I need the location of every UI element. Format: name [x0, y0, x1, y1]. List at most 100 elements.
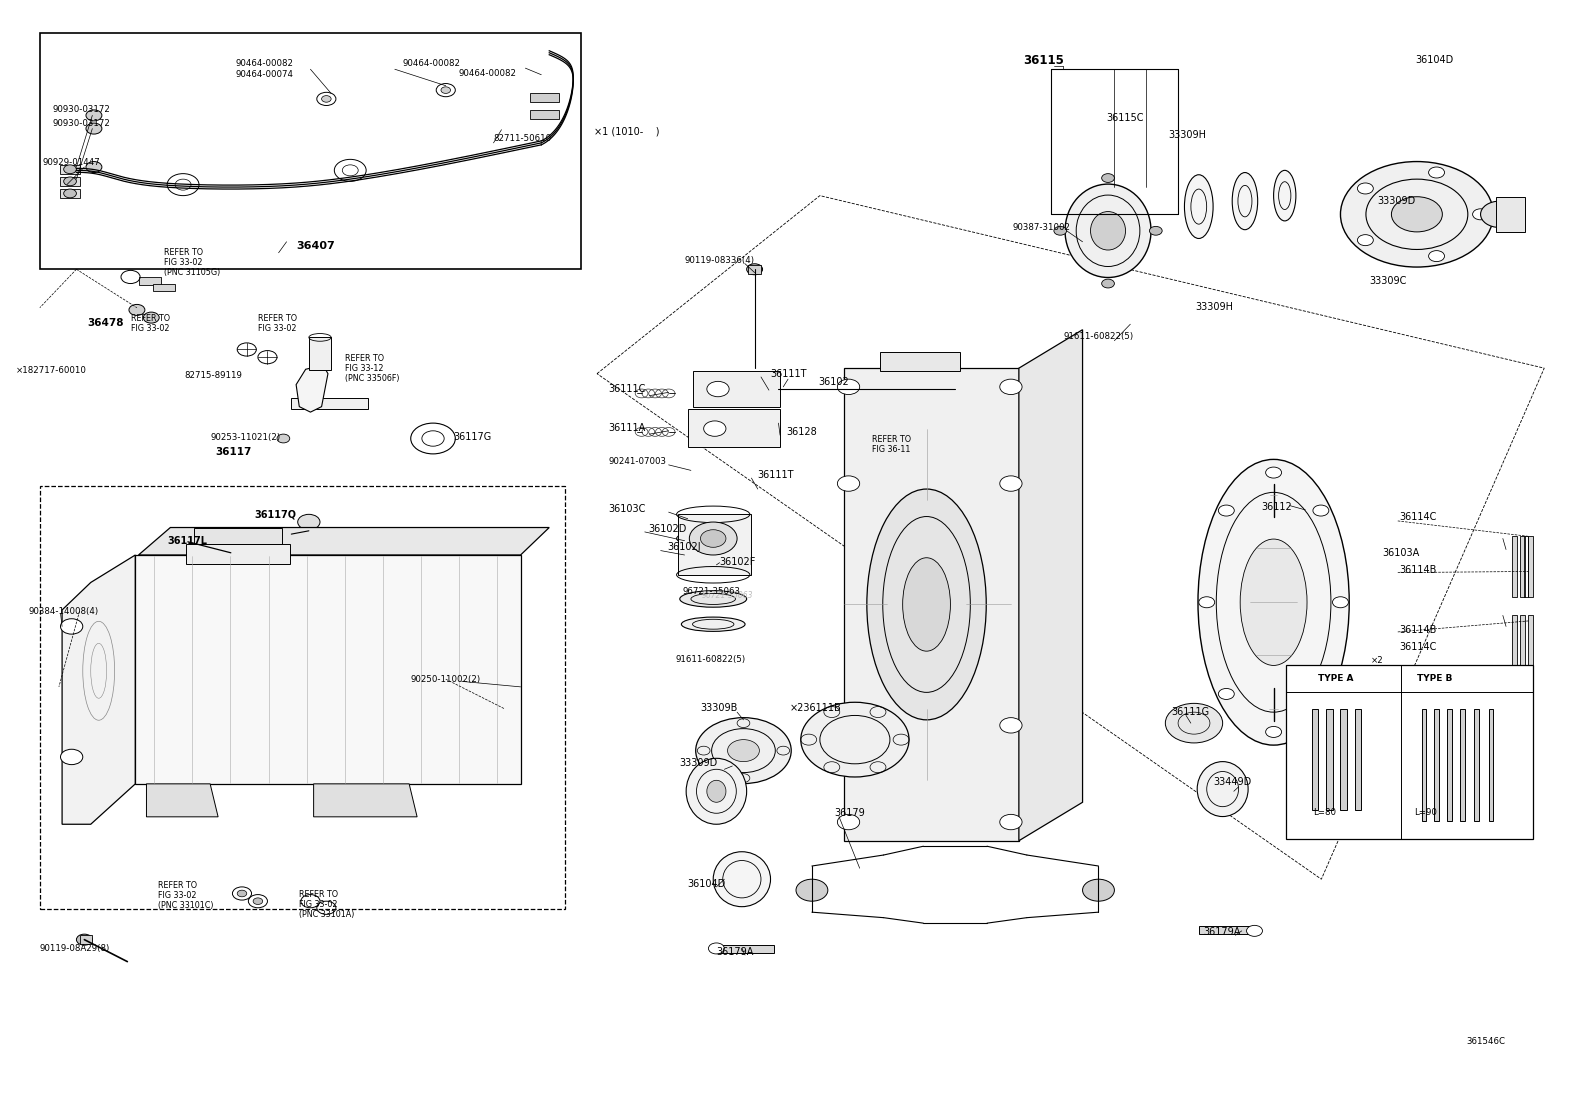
- Text: 36117L: 36117L: [167, 535, 207, 546]
- Circle shape: [1218, 506, 1234, 517]
- Bar: [1520, 536, 1525, 597]
- Circle shape: [707, 381, 729, 397]
- Text: 361546C: 361546C: [1466, 1037, 1504, 1046]
- Text: 36407: 36407: [296, 241, 334, 252]
- Circle shape: [86, 110, 102, 121]
- Text: L=80: L=80: [1313, 808, 1336, 817]
- Bar: [693, 371, 780, 407]
- Ellipse shape: [1197, 762, 1248, 817]
- Text: 36102D: 36102D: [648, 523, 686, 534]
- Text: 36115C: 36115C: [1106, 112, 1145, 123]
- Bar: [678, 514, 751, 575]
- Text: 90119-08A29(8): 90119-08A29(8): [40, 944, 110, 953]
- Text: 90119-08336(4): 90119-08336(4): [685, 256, 755, 265]
- Text: 33449D: 33449D: [1213, 777, 1251, 788]
- Circle shape: [1313, 688, 1329, 699]
- Text: 90241-07003: 90241-07003: [608, 457, 665, 466]
- Text: FIG 33-02: FIG 33-02: [131, 324, 169, 333]
- Circle shape: [1266, 467, 1282, 478]
- Polygon shape: [135, 555, 521, 784]
- Text: 36179A: 36179A: [716, 946, 753, 957]
- Text: ×236111B: ×236111B: [790, 702, 842, 713]
- Bar: [1312, 709, 1318, 810]
- Ellipse shape: [1274, 170, 1296, 221]
- Text: ×182717-60010: ×182717-60010: [16, 366, 88, 375]
- Text: FIG 33-02: FIG 33-02: [258, 324, 296, 333]
- Circle shape: [1149, 226, 1162, 235]
- Bar: [1496, 197, 1525, 232]
- Bar: [1340, 709, 1347, 810]
- Circle shape: [1000, 379, 1022, 395]
- Bar: [1528, 615, 1533, 676]
- Bar: [186, 544, 290, 564]
- Circle shape: [1083, 879, 1114, 901]
- Circle shape: [1247, 925, 1262, 936]
- Circle shape: [1000, 718, 1022, 733]
- Text: 96721-35063: 96721-35063: [702, 591, 753, 600]
- Text: 36111T: 36111T: [771, 368, 807, 379]
- Text: 36117G: 36117G: [454, 432, 492, 443]
- Circle shape: [180, 536, 196, 547]
- Circle shape: [1165, 703, 1223, 743]
- Circle shape: [1340, 162, 1493, 267]
- Polygon shape: [314, 784, 417, 817]
- Text: 33309H: 33309H: [1196, 301, 1234, 312]
- Bar: [60, 177, 80, 186]
- Text: 36114B: 36114B: [1399, 624, 1436, 635]
- Bar: [1286, 665, 1533, 839]
- Ellipse shape: [1240, 540, 1307, 666]
- Text: 36478: 36478: [88, 318, 124, 329]
- Bar: [291, 398, 368, 409]
- Ellipse shape: [866, 489, 987, 720]
- Circle shape: [1391, 197, 1442, 232]
- Text: 36103A: 36103A: [1382, 547, 1418, 558]
- Circle shape: [1358, 182, 1374, 193]
- Bar: [1447, 709, 1452, 821]
- Text: REFER TO: REFER TO: [345, 354, 385, 363]
- Circle shape: [64, 189, 76, 198]
- Polygon shape: [62, 555, 135, 824]
- Text: FIG 33-02: FIG 33-02: [164, 258, 202, 267]
- Polygon shape: [1019, 330, 1083, 841]
- Circle shape: [237, 890, 247, 897]
- Circle shape: [1473, 209, 1489, 220]
- Text: REFER TO: REFER TO: [131, 314, 170, 323]
- Circle shape: [747, 264, 763, 275]
- Text: 33309H: 33309H: [1169, 130, 1207, 141]
- Bar: [1326, 709, 1333, 810]
- Text: 36104D: 36104D: [688, 878, 726, 889]
- Text: 36102F: 36102F: [720, 556, 756, 567]
- Text: FIG 33-02: FIG 33-02: [299, 900, 338, 909]
- Text: 90930-03172: 90930-03172: [53, 119, 110, 127]
- Text: 91611-60822(5): 91611-60822(5): [1063, 332, 1134, 341]
- Bar: [1524, 536, 1528, 597]
- Bar: [1512, 536, 1517, 597]
- Text: 36115: 36115: [1024, 54, 1065, 67]
- Circle shape: [837, 814, 860, 830]
- Circle shape: [1266, 726, 1282, 737]
- Text: REFER TO: REFER TO: [872, 435, 912, 444]
- Text: 36102: 36102: [818, 377, 849, 388]
- Ellipse shape: [1232, 173, 1258, 230]
- Text: (PNC 33506F): (PNC 33506F): [345, 374, 400, 382]
- Circle shape: [298, 514, 320, 530]
- Bar: [688, 409, 780, 447]
- Text: FIG 36-11: FIG 36-11: [872, 445, 911, 454]
- Bar: [1434, 709, 1439, 821]
- Circle shape: [1218, 688, 1234, 699]
- Circle shape: [704, 421, 726, 436]
- Text: 33309B: 33309B: [700, 702, 737, 713]
- Text: 90464-00082: 90464-00082: [403, 59, 460, 68]
- Text: 90250-11002(2): 90250-11002(2): [411, 675, 481, 684]
- Text: (PNC 33101A): (PNC 33101A): [299, 910, 355, 919]
- Text: 36104D: 36104D: [1415, 55, 1453, 66]
- Circle shape: [1481, 201, 1519, 227]
- Text: 90384-14008(4): 90384-14008(4): [29, 607, 99, 615]
- Bar: [1489, 709, 1493, 821]
- Circle shape: [837, 718, 860, 733]
- Circle shape: [696, 718, 791, 784]
- Circle shape: [60, 750, 83, 765]
- Text: 33309C: 33309C: [1369, 276, 1406, 287]
- Text: FIG 33-12: FIG 33-12: [345, 364, 384, 373]
- Circle shape: [1000, 814, 1022, 830]
